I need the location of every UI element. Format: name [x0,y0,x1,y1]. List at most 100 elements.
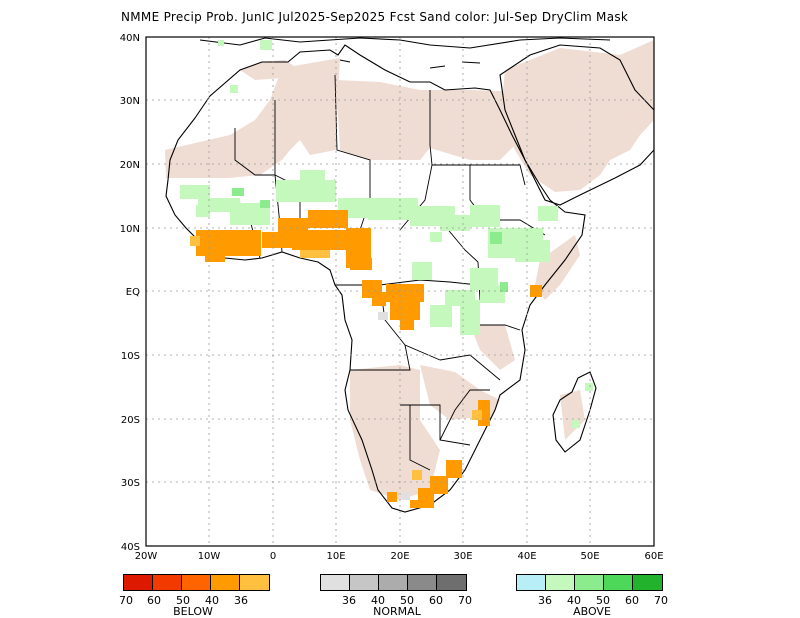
europe-outline [199,37,611,49]
lon-label: 20W [135,551,158,562]
arabia-mask [500,40,654,192]
normal-color-swatch [437,575,466,590]
lat-label: EQ [126,287,140,298]
lon-label: 60E [644,551,663,562]
lon-label: 50E [580,551,599,562]
tick-label: 70 [654,594,668,607]
above-color-swatch [604,575,633,590]
tick-label: 70 [119,594,133,607]
lon-label: 30E [453,551,472,562]
normal-cells [378,312,410,500]
lat-label: 40N [120,33,140,44]
forecast-cell [260,200,270,208]
forecast-cell [350,258,372,270]
forecast-cell [190,236,200,246]
lat-label: 10S [121,351,140,362]
lat-label: 20S [121,415,140,426]
forecast-cell [386,284,424,302]
below-color-swatch [124,575,153,590]
tick-label: 70 [458,594,472,607]
tick-label: 50 [400,594,414,607]
below-normal-cells [190,210,542,508]
above-color-swatch [575,575,604,590]
forecast-cell [292,230,348,250]
forecast-cell [412,262,432,280]
dryclim-mask [165,40,654,500]
lon-label: 40E [517,551,536,562]
tick-label: 60 [147,594,161,607]
above-color-swatch [546,575,575,590]
forecast-cell [500,282,508,292]
tick-label: 40 [567,594,581,607]
below-color-swatch [240,575,269,590]
madagascar-outline [552,371,597,453]
forecast-cell [387,492,397,502]
lat-label: 20N [120,160,140,171]
forecast-cell [218,40,224,46]
forecast-cell [412,470,422,480]
normal-color-swatch [408,575,437,590]
forecast-cell [276,180,336,202]
forecast-cell [230,203,270,225]
forecast-cell [460,300,480,335]
forecast-cell [400,318,414,330]
forecast-cell [196,205,210,217]
forecast-cell [515,240,550,262]
forecast-cell [300,170,325,182]
above-swatches [516,574,663,591]
lat-label: 40S [121,542,140,553]
below-swatches [123,574,270,591]
below-label: BELOW [173,605,213,618]
forecast-cell [470,205,500,227]
forecast-cell [410,500,424,508]
tick-label: 50 [596,594,610,607]
sahara-east-mask [336,80,520,160]
forecast-cell [390,300,420,320]
forecast-cell [378,312,388,320]
forecast-cell [230,85,238,93]
forecast-cell [205,252,225,262]
forecast-cell [430,305,452,327]
forecast-cell [490,232,502,244]
forecast-cell [308,210,348,228]
coastlines [165,37,654,513]
forecast-cell [430,232,442,242]
tick-label: 36 [342,594,356,607]
lat-label: 30N [120,96,140,107]
forecast-cell [368,198,418,220]
namibia-mask [350,365,440,500]
forecast-cell [472,410,482,420]
arabia-outline [499,44,654,206]
lon-labels: 20W 10W 0 10E 20E 30E 40E 50E 60E [135,551,664,562]
above-color-swatch [517,575,546,590]
lon-label: 20E [390,551,409,562]
above-label: ABOVE [573,605,611,618]
normal-color-swatch [321,575,350,590]
forecast-cell [470,268,498,290]
legend-normal: 36 40 50 60 70 NORMAL [320,574,472,618]
lon-label: 0 [270,551,276,562]
forecast-cell [585,383,593,391]
forecast-cell [196,230,261,256]
africa-outline [165,44,586,513]
below-color-swatch [153,575,182,590]
chart-title: NMME Precip Prob. JunIC Jul2025-Sep2025 … [121,10,629,24]
forecast-cell [440,215,470,231]
normal-color-swatch [350,575,379,590]
lat-lon-grid [146,37,654,546]
tick-label: 60 [429,594,443,607]
tick-label: 36 [234,594,248,607]
forecast-cell [180,185,210,199]
above-color-swatch [633,575,662,590]
forecast-cell [538,206,558,221]
forecast-cell [572,420,580,428]
madagascar-mask [560,390,585,440]
tick-label: 60 [625,594,639,607]
tick-label: 40 [205,594,219,607]
tanzania-mask [470,325,515,370]
lon-label: 10E [326,551,345,562]
forecast-cell [232,188,244,196]
lat-labels: 40N 30N 20N 10N EQ 10S 20S 30S 40S [120,33,140,553]
sahara-west-mask [165,58,340,178]
